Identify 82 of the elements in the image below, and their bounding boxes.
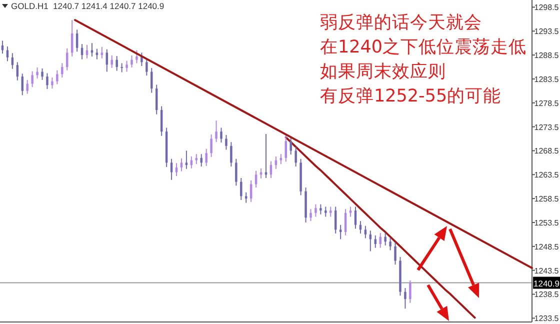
candlestick	[225, 134, 228, 150]
candlestick	[86, 44, 88, 59]
y-tick-label: 1263.5	[534, 170, 560, 180]
candlestick	[61, 62, 64, 78]
chart-title: GOLD.H1 1240.7 1241.4 1240.7 1240.9	[11, 1, 164, 11]
candlestick	[280, 154, 282, 165]
candlestick	[180, 158, 183, 172]
candlestick	[244, 192, 248, 204]
candlestick	[51, 77, 54, 90]
candlestick	[136, 50, 138, 64]
candlestick	[130, 55, 133, 68]
candlestick	[230, 142, 232, 167]
candlestick	[409, 280, 412, 304]
candlestick	[314, 204, 317, 218]
candlestick	[264, 133, 268, 178]
line-series	[284, 136, 476, 319]
candlestick	[200, 154, 202, 167]
candlestick	[284, 134, 288, 162]
y-tick-label: 1278.5	[534, 98, 560, 108]
candlestick	[310, 208, 312, 222]
y-tick-label: 1258.5	[534, 194, 560, 204]
ref-line-label: 1240.9	[534, 278, 560, 288]
candlestick	[21, 73, 24, 96]
candlestick	[220, 127, 222, 144]
y-tick-label: 1253.5	[534, 218, 560, 228]
candlestick	[250, 180, 252, 202]
candlestick	[146, 58, 148, 76]
candlestick	[394, 242, 396, 266]
candlestick	[384, 232, 386, 246]
candlestick	[364, 225, 367, 239]
candlestick	[106, 48, 108, 72]
y-tick-label: 1273.5	[534, 122, 560, 132]
candlestick	[374, 234, 376, 248]
annotation: 在1240之下低位震荡走低	[320, 36, 527, 58]
y-tick-label: 1268.5	[534, 146, 560, 156]
candlestick	[100, 46, 104, 59]
candlestick	[140, 52, 143, 67]
annotation: 弱反弹的话今天就会	[320, 13, 482, 33]
y-tick-label: 1288.5	[534, 51, 560, 60]
candlestick	[260, 168, 262, 179]
candlestick	[389, 237, 392, 251]
candlestick	[294, 146, 297, 167]
candlestick	[339, 224, 342, 240]
candlestick	[96, 48, 98, 60]
candlestick	[6, 46, 9, 62]
y-tick-label: 1283.5	[534, 74, 560, 84]
y-tick-label: 1248.5	[534, 242, 560, 252]
candlestick	[185, 150, 188, 170]
candlestick	[31, 70, 34, 88]
candlestick	[215, 120, 218, 143]
candlestick	[320, 204, 322, 215]
candlestick	[210, 134, 212, 158]
annotation: 有反弹1252-55的可能	[320, 86, 502, 106]
y-tick-label: 1238.5	[534, 290, 560, 300]
candlestick	[240, 177, 242, 200]
y-tick-label: 1293.5	[534, 27, 560, 36]
candlestick	[354, 206, 357, 230]
candlestick	[41, 68, 44, 80]
candlestick	[404, 288, 406, 310]
y-tick-label: 1243.5	[534, 266, 560, 276]
candlestick	[90, 42, 94, 57]
candlestick	[116, 55, 118, 72]
candlestick	[36, 66, 38, 79]
candlestick	[66, 48, 68, 71]
candlestick	[349, 206, 352, 218]
candlestick	[56, 70, 58, 85]
candlestick	[330, 206, 332, 218]
y-tick-label: 1298.5	[534, 3, 560, 12]
candlestick	[46, 72, 48, 90]
candlestick	[379, 232, 382, 248]
candlestick	[290, 136, 292, 156]
annotation: 如果周末效应则	[320, 61, 446, 82]
candlestick	[26, 79, 28, 94]
candlestick	[195, 154, 198, 165]
candlestick	[324, 206, 327, 218]
candlestick	[120, 62, 123, 73]
candlestick	[76, 29, 78, 52]
candlestick	[235, 158, 238, 186]
candlestick	[150, 67, 153, 94]
candlestick	[205, 148, 208, 167]
y-tick-label: 1233.5	[534, 314, 560, 324]
candlestick	[126, 60, 128, 72]
